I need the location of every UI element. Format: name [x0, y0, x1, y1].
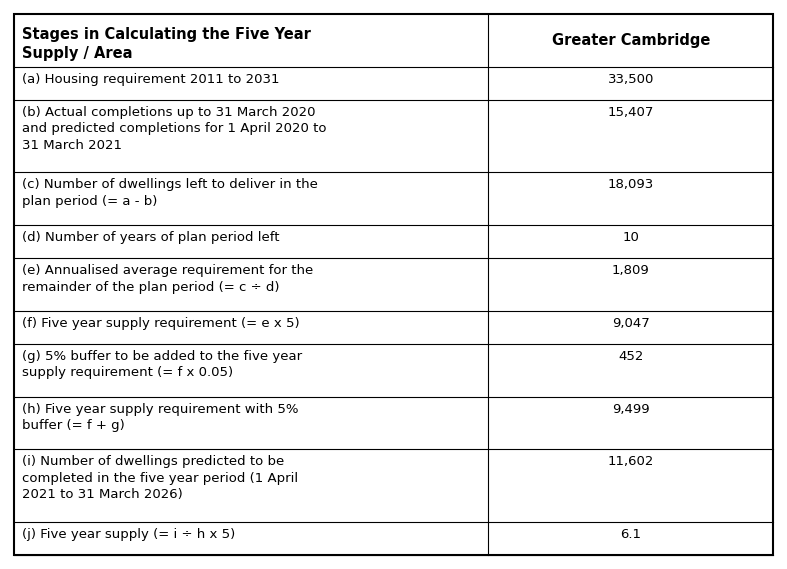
Text: 18,093: 18,093	[608, 178, 654, 191]
Text: 9,499: 9,499	[611, 403, 649, 416]
Text: (a) Housing requirement 2011 to 2031: (a) Housing requirement 2011 to 2031	[22, 73, 279, 86]
Text: 9,047: 9,047	[611, 317, 649, 330]
Text: (i) Number of dwellings predicted to be
completed in the five year period (1 Apr: (i) Number of dwellings predicted to be …	[22, 455, 298, 501]
Text: 1,809: 1,809	[611, 264, 649, 277]
Text: 6.1: 6.1	[620, 528, 641, 541]
Text: (c) Number of dwellings left to deliver in the
plan period (= a - b): (c) Number of dwellings left to deliver …	[22, 178, 318, 208]
Text: Stages in Calculating the Five Year
Supply / Area: Stages in Calculating the Five Year Supp…	[22, 27, 311, 61]
Text: 452: 452	[618, 350, 644, 363]
Text: (e) Annualised average requirement for the
remainder of the plan period (= c ÷ d: (e) Annualised average requirement for t…	[22, 264, 313, 294]
Text: 10: 10	[623, 231, 639, 244]
Text: (f) Five year supply requirement (= e x 5): (f) Five year supply requirement (= e x …	[22, 317, 300, 330]
Text: (d) Number of years of plan period left: (d) Number of years of plan period left	[22, 231, 279, 244]
Text: 33,500: 33,500	[608, 73, 654, 86]
Text: 11,602: 11,602	[608, 455, 654, 468]
Text: (j) Five year supply (= i ÷ h x 5): (j) Five year supply (= i ÷ h x 5)	[22, 528, 235, 541]
Text: Greater Cambridge: Greater Cambridge	[552, 33, 710, 48]
Text: (h) Five year supply requirement with 5%
buffer (= f + g): (h) Five year supply requirement with 5%…	[22, 403, 298, 432]
Text: 15,407: 15,407	[608, 106, 654, 119]
Text: (g) 5% buffer to be added to the five year
supply requirement (= f x 0.05): (g) 5% buffer to be added to the five ye…	[22, 350, 302, 380]
Text: (b) Actual completions up to 31 March 2020
and predicted completions for 1 April: (b) Actual completions up to 31 March 20…	[22, 106, 327, 152]
